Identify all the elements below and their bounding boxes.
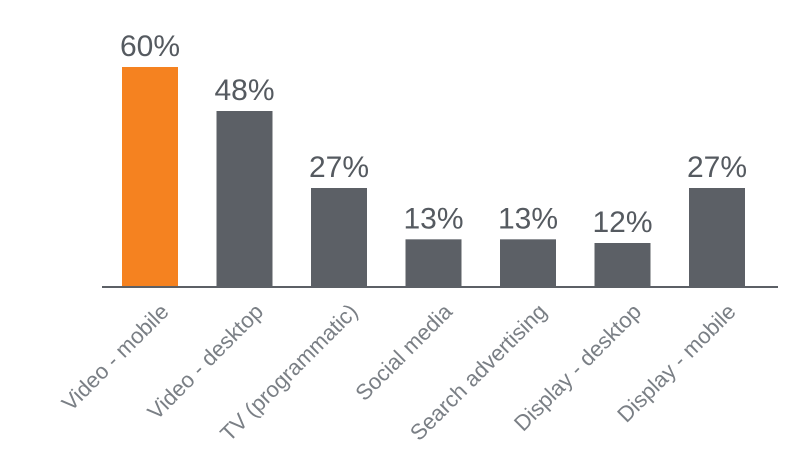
bar-display-desktop [594, 243, 651, 287]
value-labels-layer: 60% 48% 27% 13% 13% 12% 27% [120, 30, 747, 239]
bar-display-mobile [689, 188, 745, 287]
value-label-display-mobile: 27% [687, 151, 747, 184]
category-label-social-media: Social media [350, 298, 457, 405]
bar-social-media [405, 239, 462, 287]
bar-video-desktop [216, 111, 273, 287]
bar-tv-programmatic [311, 188, 367, 287]
value-label-search-advertising: 13% [498, 202, 558, 235]
value-label-tv-programmatic: 27% [309, 151, 369, 184]
value-label-social-media: 13% [403, 202, 463, 235]
value-label-video-mobile: 60% [120, 30, 180, 63]
bar-video-mobile [122, 67, 178, 287]
value-label-video-desktop: 48% [214, 74, 274, 107]
bars-layer [122, 67, 745, 287]
bar-search-advertising [500, 239, 556, 287]
value-label-display-desktop: 12% [592, 206, 652, 239]
